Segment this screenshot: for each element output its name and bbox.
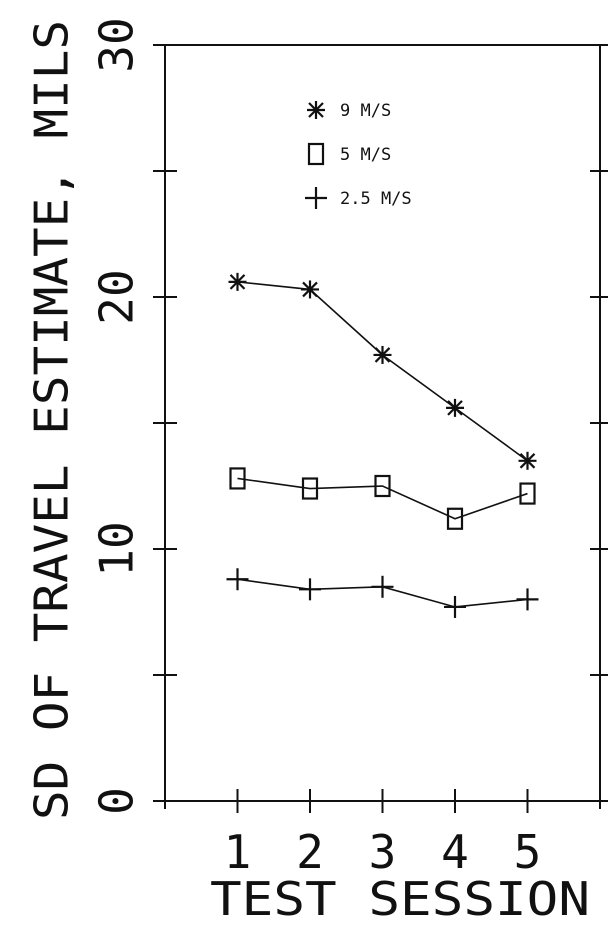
data-point-asterisk [446,398,464,417]
data-point-asterisk [373,345,392,364]
data-point-plus [299,578,321,601]
legend-label: 2.5 M/S [340,189,412,209]
y-tick-label-group: 0 [90,787,144,815]
x-tick-label: 2 [296,825,324,879]
data-point-plus [444,595,466,618]
data-point-plus [371,575,394,598]
data-point-asterisk [228,272,247,291]
x-ticks [164,789,601,813]
data-point-asterisk [301,280,319,299]
data-point-asterisk [518,451,537,470]
x-tick-label: 3 [369,825,397,879]
y-axis-title: SD OF TRAVEL ESTIMATE, MILS [25,20,79,820]
data-point-square [519,482,536,505]
y-axis-title-group: SD OF TRAVEL ESTIMATE, MILS [25,20,79,820]
x-tick-label: 5 [514,825,542,879]
series-lines [237,281,528,608]
x-tick-label: 4 [441,825,469,879]
x-axis-title: TEST SESSION [210,872,590,926]
y-tick-label: 30 [90,17,144,72]
legend-label: 5 M/S [340,145,391,165]
y-tick-label-group: 10 [90,521,144,576]
legend: 9 M/S 5 M/S 2.5 M/S [305,101,412,209]
y-tick-label: 10 [90,521,144,576]
legend-marker-square [307,142,325,166]
x-tick-label: 1 [224,825,252,879]
y-tick-label-group: 30 [90,17,144,72]
y-ticks [153,44,608,802]
y-tick-label: 20 [90,269,144,324]
series-markers [226,272,539,618]
data-point-square [229,467,246,490]
legend-label: 9 M/S [340,101,391,121]
y-tick-labels: 0 10 20 30 [90,17,144,815]
legend-marker-asterisk [307,101,325,119]
series-line-1 [237,477,528,520]
legend-marker-plus [305,187,327,209]
y-tick-label: 0 [90,787,144,815]
y-tick-label-group: 20 [90,269,144,324]
data-point-square [374,474,391,498]
data-point-plus [516,588,539,611]
data-point-plus [226,568,249,591]
series-line-0 [237,281,528,462]
data-point-square [301,477,319,500]
data-point-square [446,507,464,530]
